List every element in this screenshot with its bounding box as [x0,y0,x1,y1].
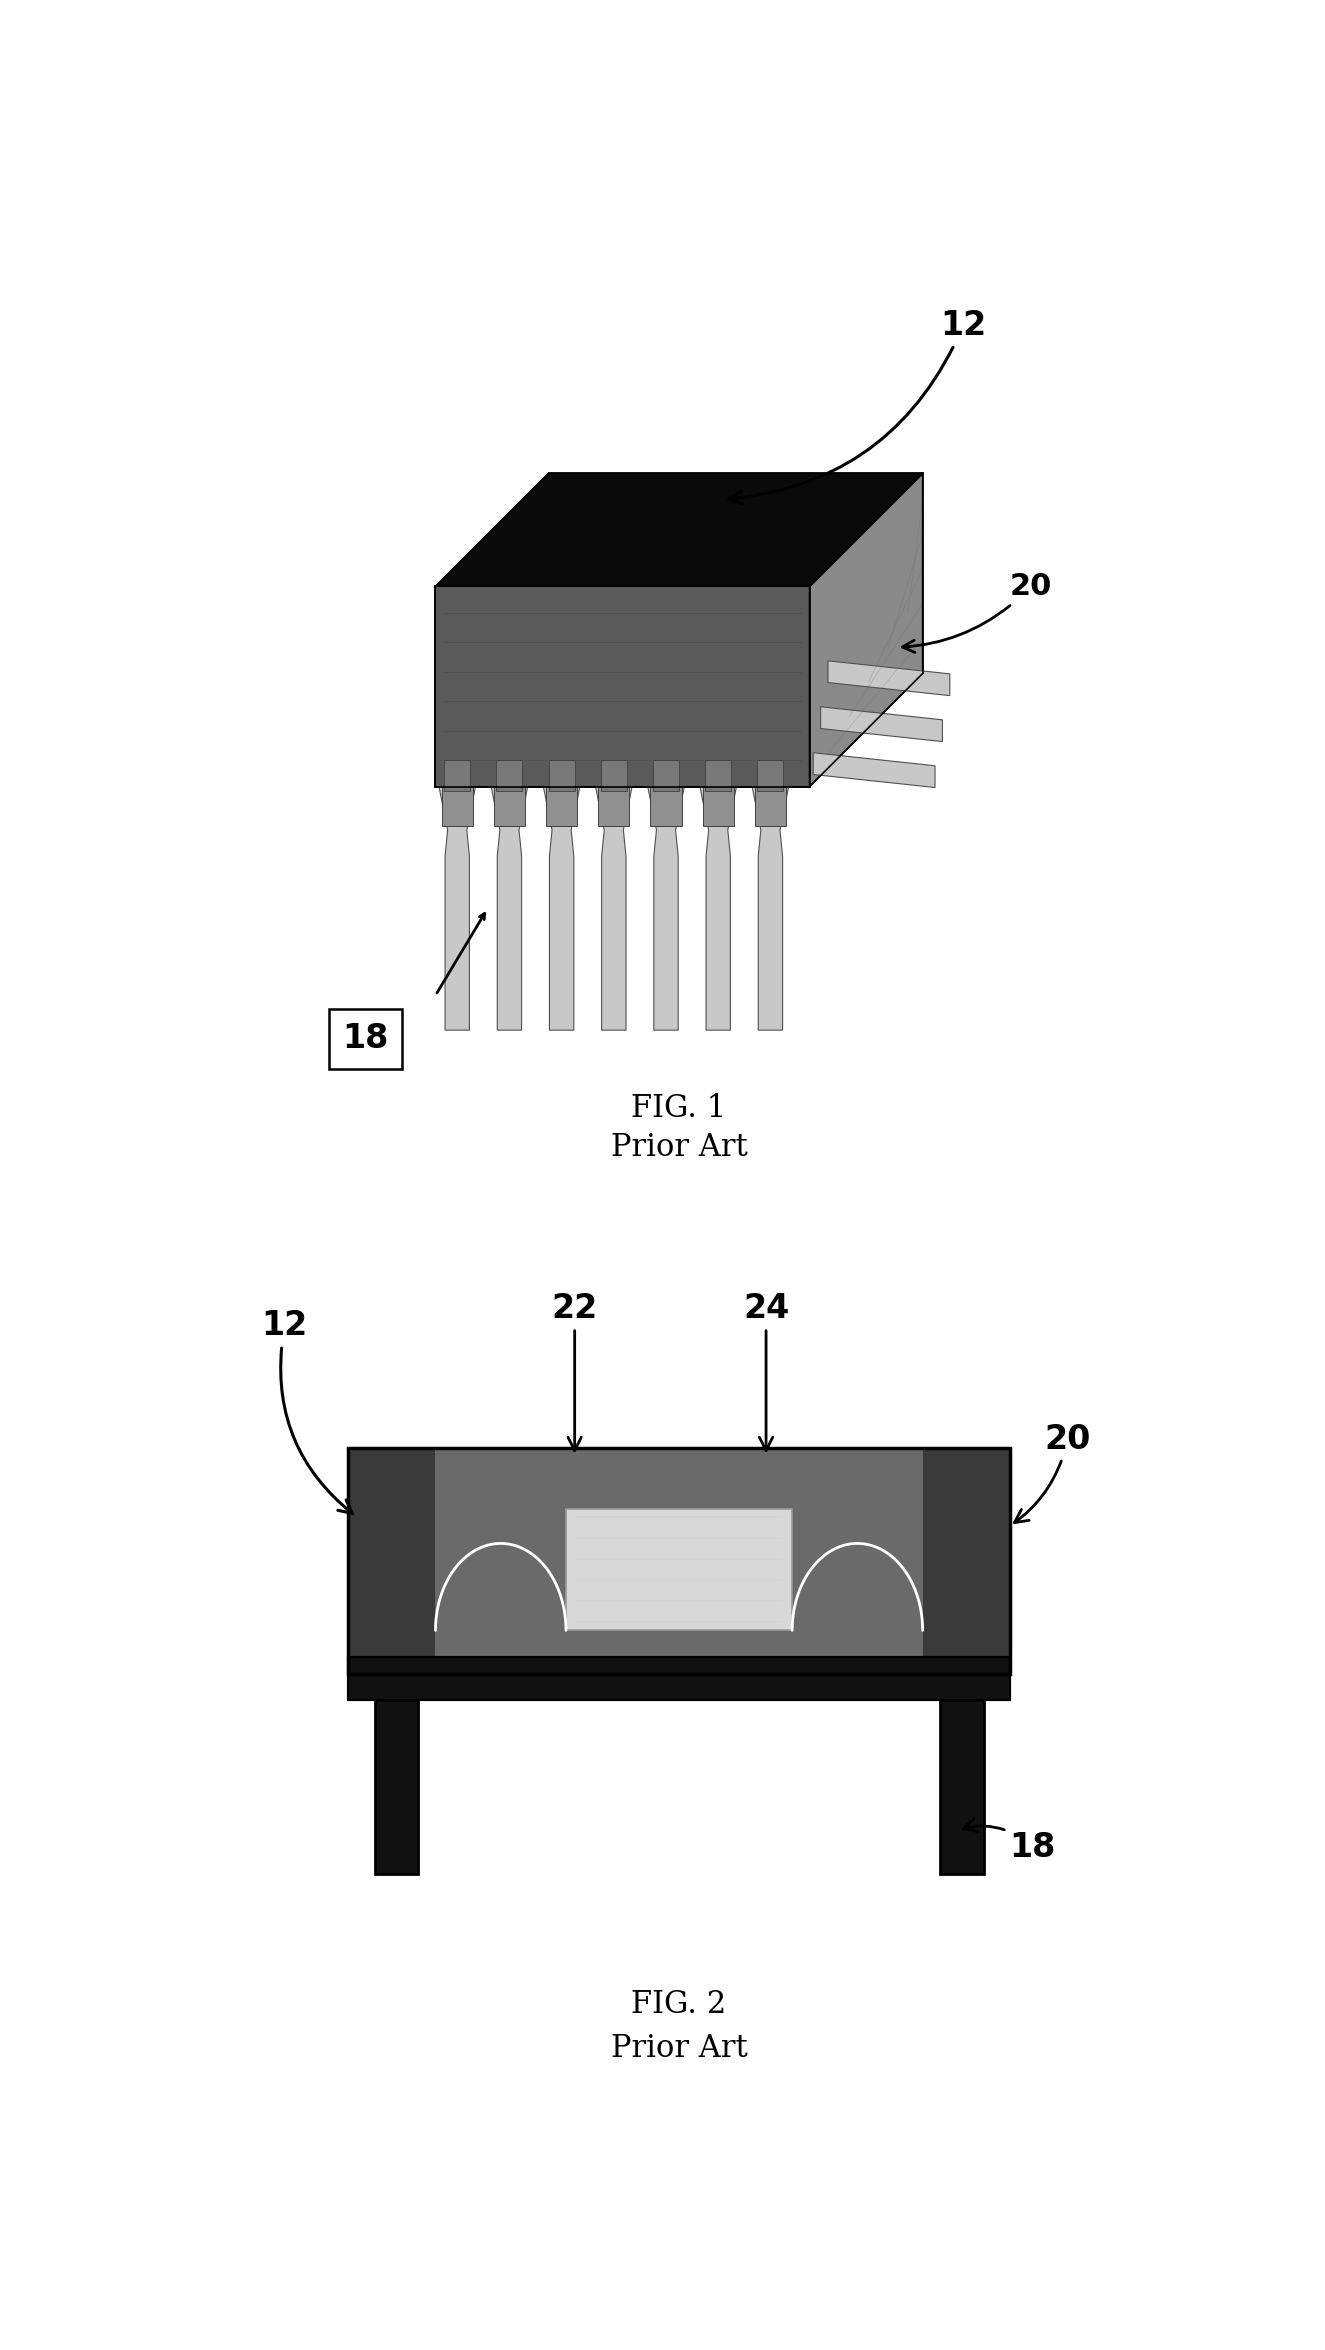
Polygon shape [648,787,684,1029]
Polygon shape [753,787,788,1029]
Polygon shape [543,787,580,1029]
Bar [755,787,786,825]
Polygon shape [700,787,737,1029]
Bar [348,1657,1010,1699]
Polygon shape [436,472,922,588]
Text: 12: 12 [729,308,986,505]
Polygon shape [828,660,950,696]
Bar [600,761,627,792]
Text: 22: 22 [551,1292,598,1450]
Bar [546,787,578,825]
Bar [653,761,678,792]
Polygon shape [492,787,527,1029]
Bar [375,1699,419,1873]
Bar [549,761,575,792]
Bar [444,761,470,792]
Polygon shape [436,588,810,787]
Polygon shape [439,787,476,1029]
Bar [651,787,681,825]
Text: 20: 20 [902,571,1052,653]
Bar [702,787,734,825]
Bar [566,1509,792,1631]
Polygon shape [810,472,922,787]
Bar [599,787,629,825]
Text: 12: 12 [261,1309,352,1513]
Bar [922,1448,1010,1673]
Text: 18: 18 [343,1022,390,1055]
Bar [939,1699,983,1873]
Bar [436,1448,922,1673]
Polygon shape [820,707,942,743]
Polygon shape [595,787,632,1029]
Bar [758,761,783,792]
Text: 24: 24 [743,1292,790,1450]
Bar [705,761,731,792]
Bar [348,1657,1010,1699]
Bar [494,787,525,825]
Bar [497,761,522,792]
Bar [348,1448,436,1673]
Bar [348,1448,1010,1673]
Bar [348,1448,1010,1673]
Text: FIG. 2: FIG. 2 [632,1988,726,2021]
Text: Prior Art: Prior Art [611,1133,747,1163]
Text: 20: 20 [1015,1422,1090,1523]
Text: 18: 18 [963,1819,1056,1864]
Bar [441,787,473,825]
Text: FIG. 1: FIG. 1 [632,1093,726,1123]
Polygon shape [814,752,935,787]
Text: Prior Art: Prior Art [611,2033,747,2063]
